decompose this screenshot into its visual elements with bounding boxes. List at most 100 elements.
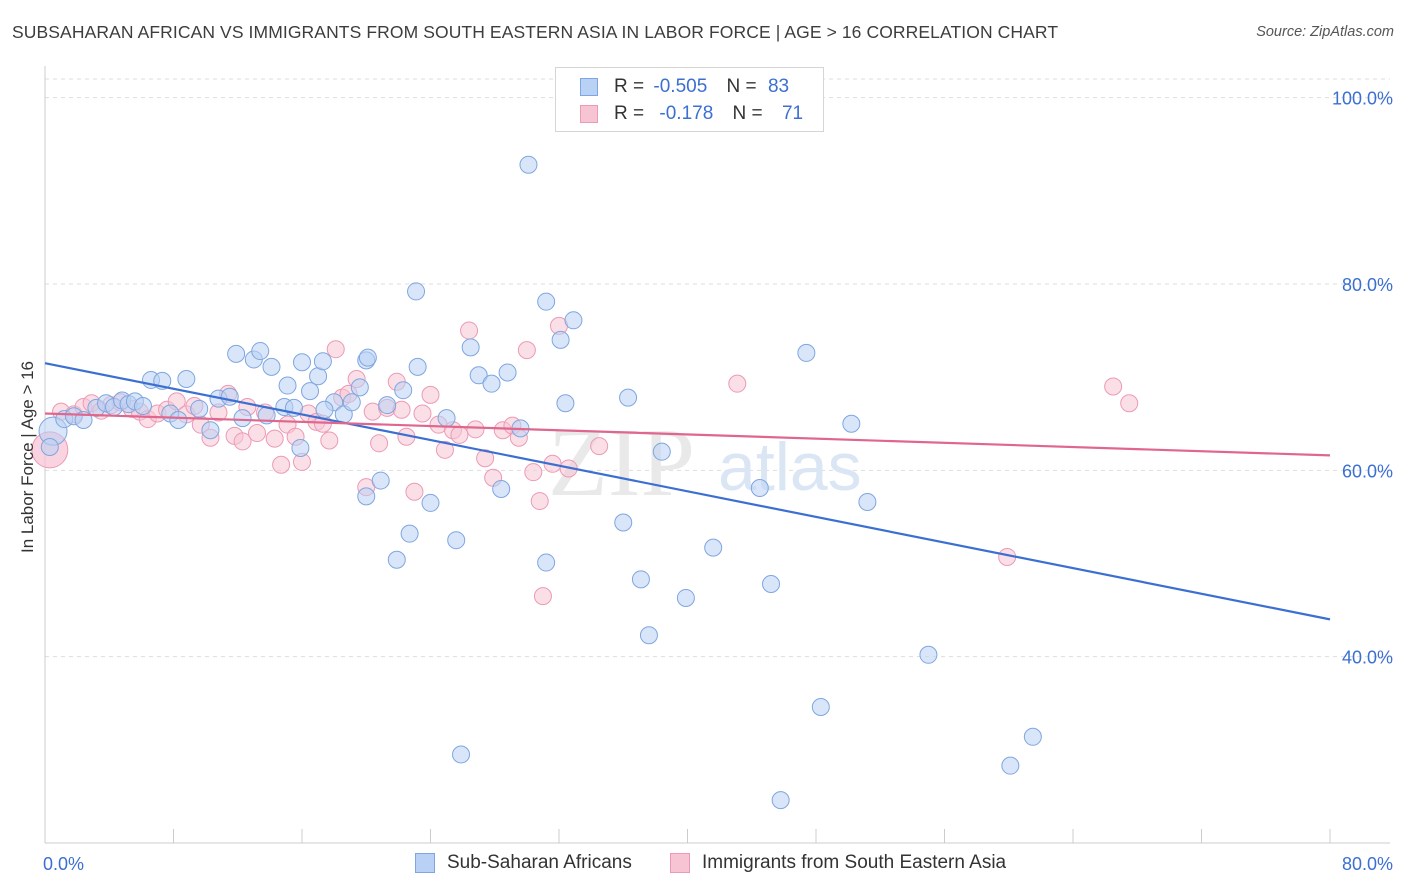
data-point-blue	[639, 626, 658, 645]
data-point-pink	[530, 492, 549, 511]
trend-line-blue	[44, 362, 1331, 621]
bottom-legend-swatch-pink	[670, 853, 690, 873]
trend-lines	[44, 362, 1331, 621]
trend-line-pink	[44, 412, 1331, 457]
legend-n-value: 71	[781, 103, 804, 124]
data-point-blue	[492, 479, 511, 498]
legend-r-value: -0.178	[659, 103, 714, 124]
watermark-atlas: atlas	[718, 429, 862, 505]
data-point-blue	[811, 697, 830, 716]
data-point-blue	[233, 409, 252, 428]
data-point-blue	[919, 645, 938, 664]
data-point-pink	[272, 455, 291, 474]
data-point-blue	[631, 570, 650, 589]
data-point-blue	[1023, 727, 1042, 746]
data-point-blue	[133, 397, 152, 416]
gridlines	[45, 78, 1390, 658]
data-point-pink	[450, 425, 469, 444]
data-point-pink	[533, 587, 552, 606]
data-point-blue	[421, 493, 440, 512]
y-tick-label: 40.0%	[1342, 648, 1393, 668]
data-point-blue	[461, 338, 480, 357]
data-point-pink	[233, 432, 252, 451]
source-credit: Source: ZipAtlas.com	[1256, 24, 1394, 40]
data-point-pink	[476, 449, 495, 468]
data-point-blue	[447, 531, 466, 550]
legend-n-value: 83	[767, 76, 790, 97]
data-point-blue	[278, 376, 297, 395]
x-tick-label: 0.0%	[43, 854, 84, 874]
data-point-blue	[387, 550, 406, 569]
y-tick-label: 80.0%	[1342, 275, 1393, 295]
series-blue-points	[38, 155, 1042, 810]
correlation-legend: R = -0.505 N = 83 R = -0.178 N = 71	[555, 67, 824, 132]
data-point-blue	[771, 791, 790, 810]
y-tick-label: 60.0%	[1342, 461, 1393, 481]
data-point-blue	[551, 330, 570, 349]
data-point-blue	[169, 411, 188, 430]
bottom-legend-swatch-blue	[415, 853, 435, 873]
data-point-blue	[293, 353, 311, 372]
data-point-blue	[357, 487, 376, 506]
legend-swatch-pink	[580, 105, 598, 123]
data-point-blue	[842, 414, 861, 433]
chart-title: SUBSAHARAN AFRICAN VS IMMIGRANTS FROM SO…	[12, 22, 1059, 42]
data-point-blue	[371, 471, 390, 490]
bottom-legend-label-blue: Sub-Saharan Africans	[447, 852, 632, 873]
data-point-pink	[421, 385, 440, 404]
data-point-pink	[370, 434, 389, 453]
data-point-blue	[564, 311, 583, 330]
y-tick-label: 100.0%	[1332, 89, 1393, 109]
data-point-blue	[797, 343, 816, 362]
data-point-blue	[452, 745, 471, 764]
data-point-pink	[517, 341, 536, 360]
data-point-blue	[614, 513, 633, 532]
data-point-pink	[466, 420, 485, 439]
data-point-blue	[676, 588, 695, 607]
data-point-blue	[190, 399, 209, 418]
data-point-blue	[537, 292, 556, 311]
data-point-pink	[265, 429, 284, 448]
data-point-blue	[358, 348, 377, 367]
data-point-blue	[858, 492, 877, 511]
data-point-blue	[408, 357, 427, 376]
bottom-legend-label-pink: Immigrants from South Eastern Asia	[702, 852, 1007, 873]
watermark: ZIP atlas	[548, 409, 862, 517]
tick-labels: 40.0% 60.0% 80.0% 100.0% 0.0% 80.0%	[43, 89, 1393, 874]
data-point-blue	[291, 438, 310, 457]
legend-r-value: -0.505	[653, 76, 708, 97]
data-point-pink	[405, 482, 424, 501]
data-point-blue	[652, 442, 671, 461]
legend-n-label: N =	[732, 103, 763, 124]
data-point-blue	[301, 382, 320, 401]
data-point-pink	[320, 431, 339, 450]
data-point-pink	[524, 463, 543, 482]
data-point-blue	[537, 553, 556, 572]
data-point-blue	[220, 387, 239, 406]
data-point-blue	[619, 388, 638, 407]
data-point-pink	[1104, 377, 1123, 396]
data-point-blue	[309, 367, 328, 386]
data-point-blue	[469, 366, 488, 385]
data-point-blue	[227, 344, 246, 363]
data-point-blue	[498, 363, 517, 382]
legend-text-pink: R = -0.178 N = 71	[614, 103, 803, 125]
data-point-pink	[326, 340, 345, 359]
x-tick-label: 80.0%	[1342, 854, 1393, 874]
data-point-blue	[262, 357, 281, 376]
data-point-blue	[704, 538, 723, 557]
data-point-blue	[1001, 756, 1020, 775]
y-axis-label: In Labor Force | Age > 16	[18, 361, 37, 553]
data-point-blue	[437, 409, 456, 428]
legend-r-label: R =	[614, 103, 645, 124]
data-point-blue	[394, 381, 413, 400]
data-point-blue	[177, 370, 196, 389]
data-point-pink	[728, 374, 747, 393]
data-point-blue	[342, 393, 361, 412]
data-point-pink	[590, 437, 609, 456]
data-point-pink	[413, 404, 432, 423]
data-point-blue	[482, 374, 501, 393]
legend-swatch-blue	[580, 78, 598, 96]
data-point-blue	[251, 342, 270, 361]
